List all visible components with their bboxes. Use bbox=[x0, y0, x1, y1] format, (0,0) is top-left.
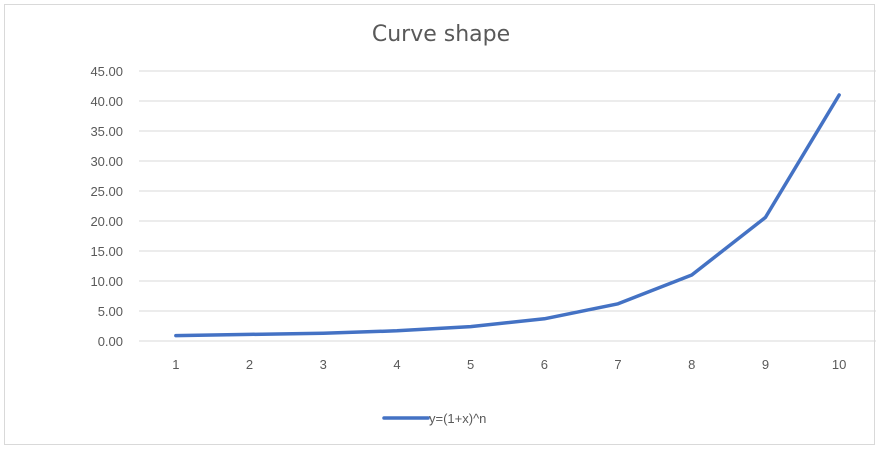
x-tick-label: 6 bbox=[541, 357, 548, 372]
gridlines bbox=[139, 70, 876, 342]
x-tick-label: 5 bbox=[467, 357, 474, 372]
y-axis-ticks: 0.00 5.00 10.00 15.00 20.00 25.00 30.00 35.00 40… bbox=[90, 64, 123, 349]
y-tick-label: 15.00 bbox=[90, 244, 123, 259]
y-tick-label: 30.00 bbox=[90, 154, 123, 169]
y-tick-label: 35.00 bbox=[90, 124, 123, 139]
y-tick-label: 40.00 bbox=[90, 94, 123, 109]
x-tick-label: 2 bbox=[246, 357, 253, 372]
series-line bbox=[174, 93, 841, 338]
y-tick-label: 10.00 bbox=[90, 274, 123, 289]
series-layer bbox=[174, 93, 841, 338]
y-tick-label: 45.00 bbox=[90, 64, 123, 79]
legend-label: y=(1+x)^n bbox=[429, 411, 486, 426]
chart-frame bbox=[4, 4, 875, 445]
chart-title: Curve shape bbox=[371, 22, 511, 47]
x-tick-label: 8 bbox=[688, 357, 695, 372]
x-axis-ticks: 1 2 3 4 5 6 7 8 9 10 bbox=[172, 357, 846, 372]
x-tick-label: 1 bbox=[172, 357, 179, 372]
y-tick-label: 25.00 bbox=[90, 184, 123, 199]
y-tick-label: 20.00 bbox=[90, 214, 123, 229]
x-tick-label: 4 bbox=[393, 357, 400, 372]
legend: y=(1+x)^n bbox=[382, 411, 486, 426]
y-tick-label: 5.00 bbox=[98, 304, 123, 319]
x-tick-label: 7 bbox=[614, 357, 621, 372]
x-tick-label: 9 bbox=[762, 357, 769, 372]
y-tick-label: 0.00 bbox=[98, 334, 123, 349]
x-tick-label: 10 bbox=[832, 357, 846, 372]
x-tick-label: 3 bbox=[320, 357, 327, 372]
